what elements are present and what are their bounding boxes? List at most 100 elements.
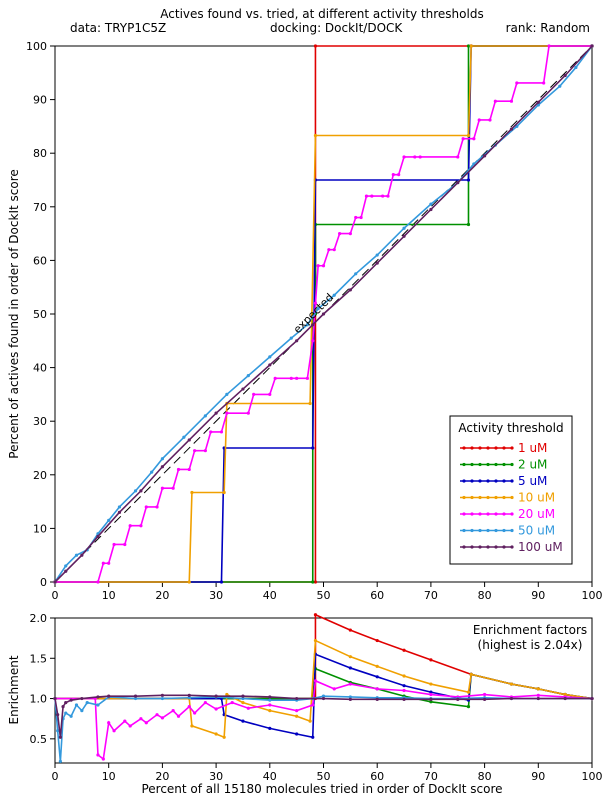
enrichment-point-20-um (193, 711, 197, 715)
enrichment-annotation-line2: (highest is 2.04x) (478, 638, 583, 652)
main-point-100-um (590, 44, 594, 48)
main-point-50-um (332, 293, 336, 297)
main-point-10-um (313, 133, 318, 138)
enrichment-point-20-um (187, 705, 191, 709)
main-point-20-um (327, 248, 331, 252)
enrichment-point-10-um (190, 724, 194, 728)
enrichment-point-20-um (139, 717, 143, 721)
main-point-20-um (268, 392, 272, 396)
main-point-20-um (187, 467, 191, 472)
main-point-20-um (413, 155, 417, 159)
enrichment-point-10-um (469, 672, 473, 676)
legend-swatch-dot (502, 512, 506, 516)
main-x-tick-label: 70 (424, 589, 438, 602)
main-series-group (53, 44, 594, 584)
legend-swatch-dot (502, 462, 506, 467)
legend-swatch-dot (494, 446, 498, 450)
enrichment-point-20-um (348, 682, 352, 686)
legend-label-1-um: 1 uM (518, 441, 547, 455)
main-point-20-um (488, 118, 492, 122)
main-point-100-um (117, 510, 122, 514)
main-point-20-um (364, 194, 369, 198)
main-point-20-um (305, 376, 309, 380)
enrichment-point-10-um (308, 719, 312, 723)
main-y-tick-label: 20 (33, 469, 47, 482)
enrichment-point-5-um (241, 719, 245, 723)
main-x-tick-label: 100 (582, 589, 603, 602)
enrichment-point-100-um (268, 695, 272, 699)
enrichment-x-tick-label: 50 (317, 770, 331, 783)
enrichment-point-20-um (536, 693, 540, 697)
enrichment-point-50-um (64, 711, 68, 715)
legend-swatch-dot (510, 479, 514, 483)
main-y-tick-label: 0 (40, 576, 47, 589)
enrichment-y-tick-label: 2.0 (30, 612, 48, 625)
enrichment-point-100-um (53, 696, 57, 701)
main-point-20-um (101, 561, 105, 565)
enrichment-point-1-um (429, 658, 433, 662)
main-point-100-um (321, 312, 326, 316)
enrichment-point-100-um (69, 698, 73, 702)
main-point-20-um (456, 155, 460, 159)
enrichment-point-50-um (241, 696, 245, 701)
legend-swatch-dot (502, 495, 506, 500)
enrichment-point-5-um (295, 732, 299, 736)
enrichment-point-100-um (187, 693, 191, 697)
main-point-20-um (348, 232, 352, 236)
enrichment-point-10-um (348, 655, 352, 659)
enrichment-series-line-50-um (54, 695, 592, 762)
main-point-20-um (209, 430, 213, 434)
enrichment-point-10-um (375, 664, 379, 668)
main-point-50-um (107, 518, 111, 522)
legend-swatch-dot (502, 528, 506, 533)
main-point-20-um (203, 449, 207, 453)
enrichment-point-20-um (214, 707, 218, 711)
main-point-20-um (493, 99, 497, 103)
enrichment-point-20-um (123, 719, 127, 723)
enrichment-point-20-um (246, 706, 250, 710)
legend-swatch-dot (494, 462, 498, 467)
legend-swatch-dot (478, 462, 482, 467)
main-point-100-um (64, 569, 68, 573)
enrichment-point-100-um (348, 697, 352, 701)
main-point-2-um (311, 580, 315, 584)
main-point-2-um (466, 222, 471, 227)
main-point-20-um (289, 376, 293, 380)
legend-swatch-dot (510, 545, 514, 549)
chart-title: Actives found vs. tried, at different ac… (160, 7, 483, 21)
enrichment-point-20-um (107, 721, 111, 725)
legend-swatch-dot (462, 528, 466, 533)
enrichment-point-100-um (241, 694, 245, 698)
legend-title: Activity threshold (458, 421, 563, 435)
enrichment-x-tick-label: 60 (370, 770, 384, 783)
main-point-20-um (316, 264, 320, 268)
legend-swatch-dot (470, 495, 474, 500)
main-x-tick-label: 40 (263, 589, 277, 602)
main-point-20-um (370, 194, 374, 198)
enrichment-point-20-um (96, 753, 100, 757)
main-point-20-um (311, 339, 315, 343)
main-point-20-um (321, 264, 326, 268)
enrichment-point-100-um (214, 694, 218, 698)
main-x-tick-label: 60 (370, 589, 384, 602)
main-point-50-um (225, 392, 229, 396)
enrichment-point-2-um (466, 705, 471, 709)
enrichment-point-5-um (311, 735, 315, 739)
main-point-1-um (313, 580, 318, 584)
main-point-100-um (402, 234, 406, 238)
enrichment-point-100-um (107, 694, 111, 698)
legend-swatch-dot (486, 446, 490, 450)
main-point-20-um (246, 411, 250, 415)
enrichment-point-100-um (58, 735, 62, 739)
main-y-tick-label: 80 (33, 147, 47, 160)
main-point-100-um (53, 580, 57, 584)
enrichment-point-20-um (144, 721, 148, 725)
legend-swatch-dot (470, 446, 474, 450)
main-point-20-um (225, 411, 229, 415)
enrichment-point-20-um (268, 703, 272, 707)
main-point-50-um (574, 65, 578, 70)
main-point-50-um (305, 323, 309, 327)
enrichment-point-20-um (128, 724, 132, 728)
enrichment-x-tick-label: 0 (52, 770, 59, 783)
main-point-50-um (246, 374, 250, 378)
